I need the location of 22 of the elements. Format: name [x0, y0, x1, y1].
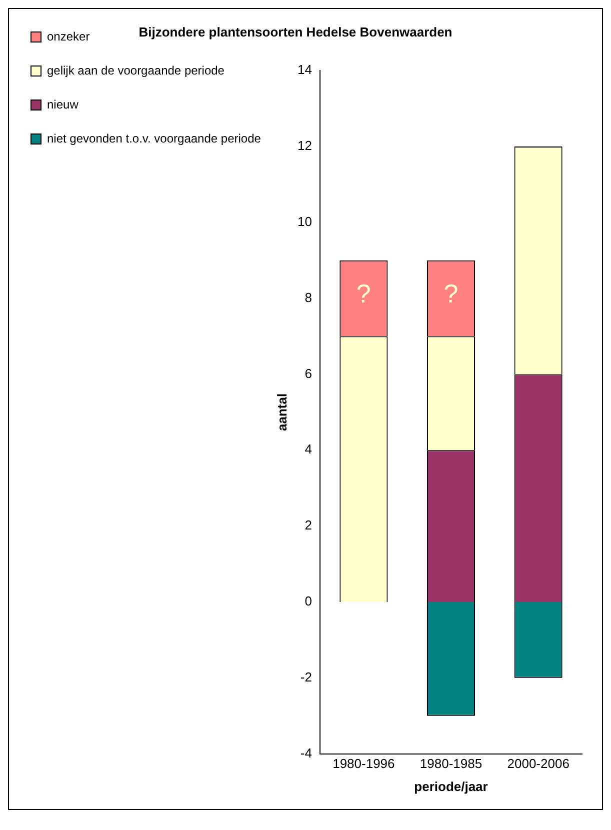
chart-title: Bijzondere plantensoorten Hedelse Bovenwaarden [138, 24, 452, 40]
x-tick-label: 1980-1996 [332, 756, 395, 772]
y-tick-label: 12 [298, 138, 312, 154]
annotation: ? [356, 278, 371, 309]
y-tick-label: 8 [304, 290, 312, 305]
y-axis-title: aantal [274, 393, 290, 431]
y-tick-label: -2 [300, 669, 312, 684]
y-tick-label: 4 [304, 442, 312, 457]
y-tick-label: 2 [304, 518, 312, 533]
legend-label: nieuw [47, 97, 79, 112]
legend-label: gelijk aan de voorgaande periode [47, 63, 225, 78]
legend-label: niet gevonden t.o.v. voorgaande periode [47, 131, 262, 146]
y-tick-label: 14 [298, 62, 312, 78]
legend-label: onzeker [47, 29, 90, 44]
x-axis-title: periode/jaar [414, 778, 488, 794]
y-tick-label: -4 [300, 745, 312, 760]
annotation: ? [444, 278, 458, 309]
x-tick-label: 2000-2006 [507, 756, 570, 772]
y-tick-label: 10 [298, 214, 312, 229]
x-tick-label: 1980-1985 [420, 756, 482, 772]
y-tick-label: 0 [304, 594, 312, 609]
y-tick-label: 6 [304, 366, 312, 381]
